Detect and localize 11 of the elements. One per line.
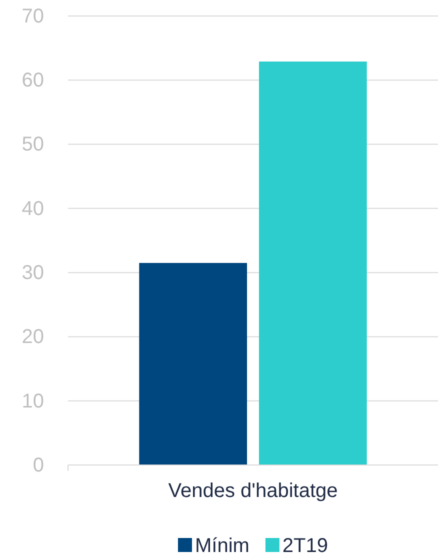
y-tick-label: 20 [22,326,44,348]
legend-label: 2T19 [282,535,328,557]
legend-label: Mínim [194,535,250,557]
y-tick-label: 10 [22,390,44,412]
y-tick-label: 60 [22,70,44,92]
x-tick-label: Vendes d'habitatge [168,480,338,502]
y-tick-label: 50 [22,134,44,156]
y-tick-label: 40 [22,198,44,220]
y-tick-label: 0 [32,454,44,476]
y-tick-label: 70 [22,5,44,28]
y-tick-label: 30 [22,262,44,284]
